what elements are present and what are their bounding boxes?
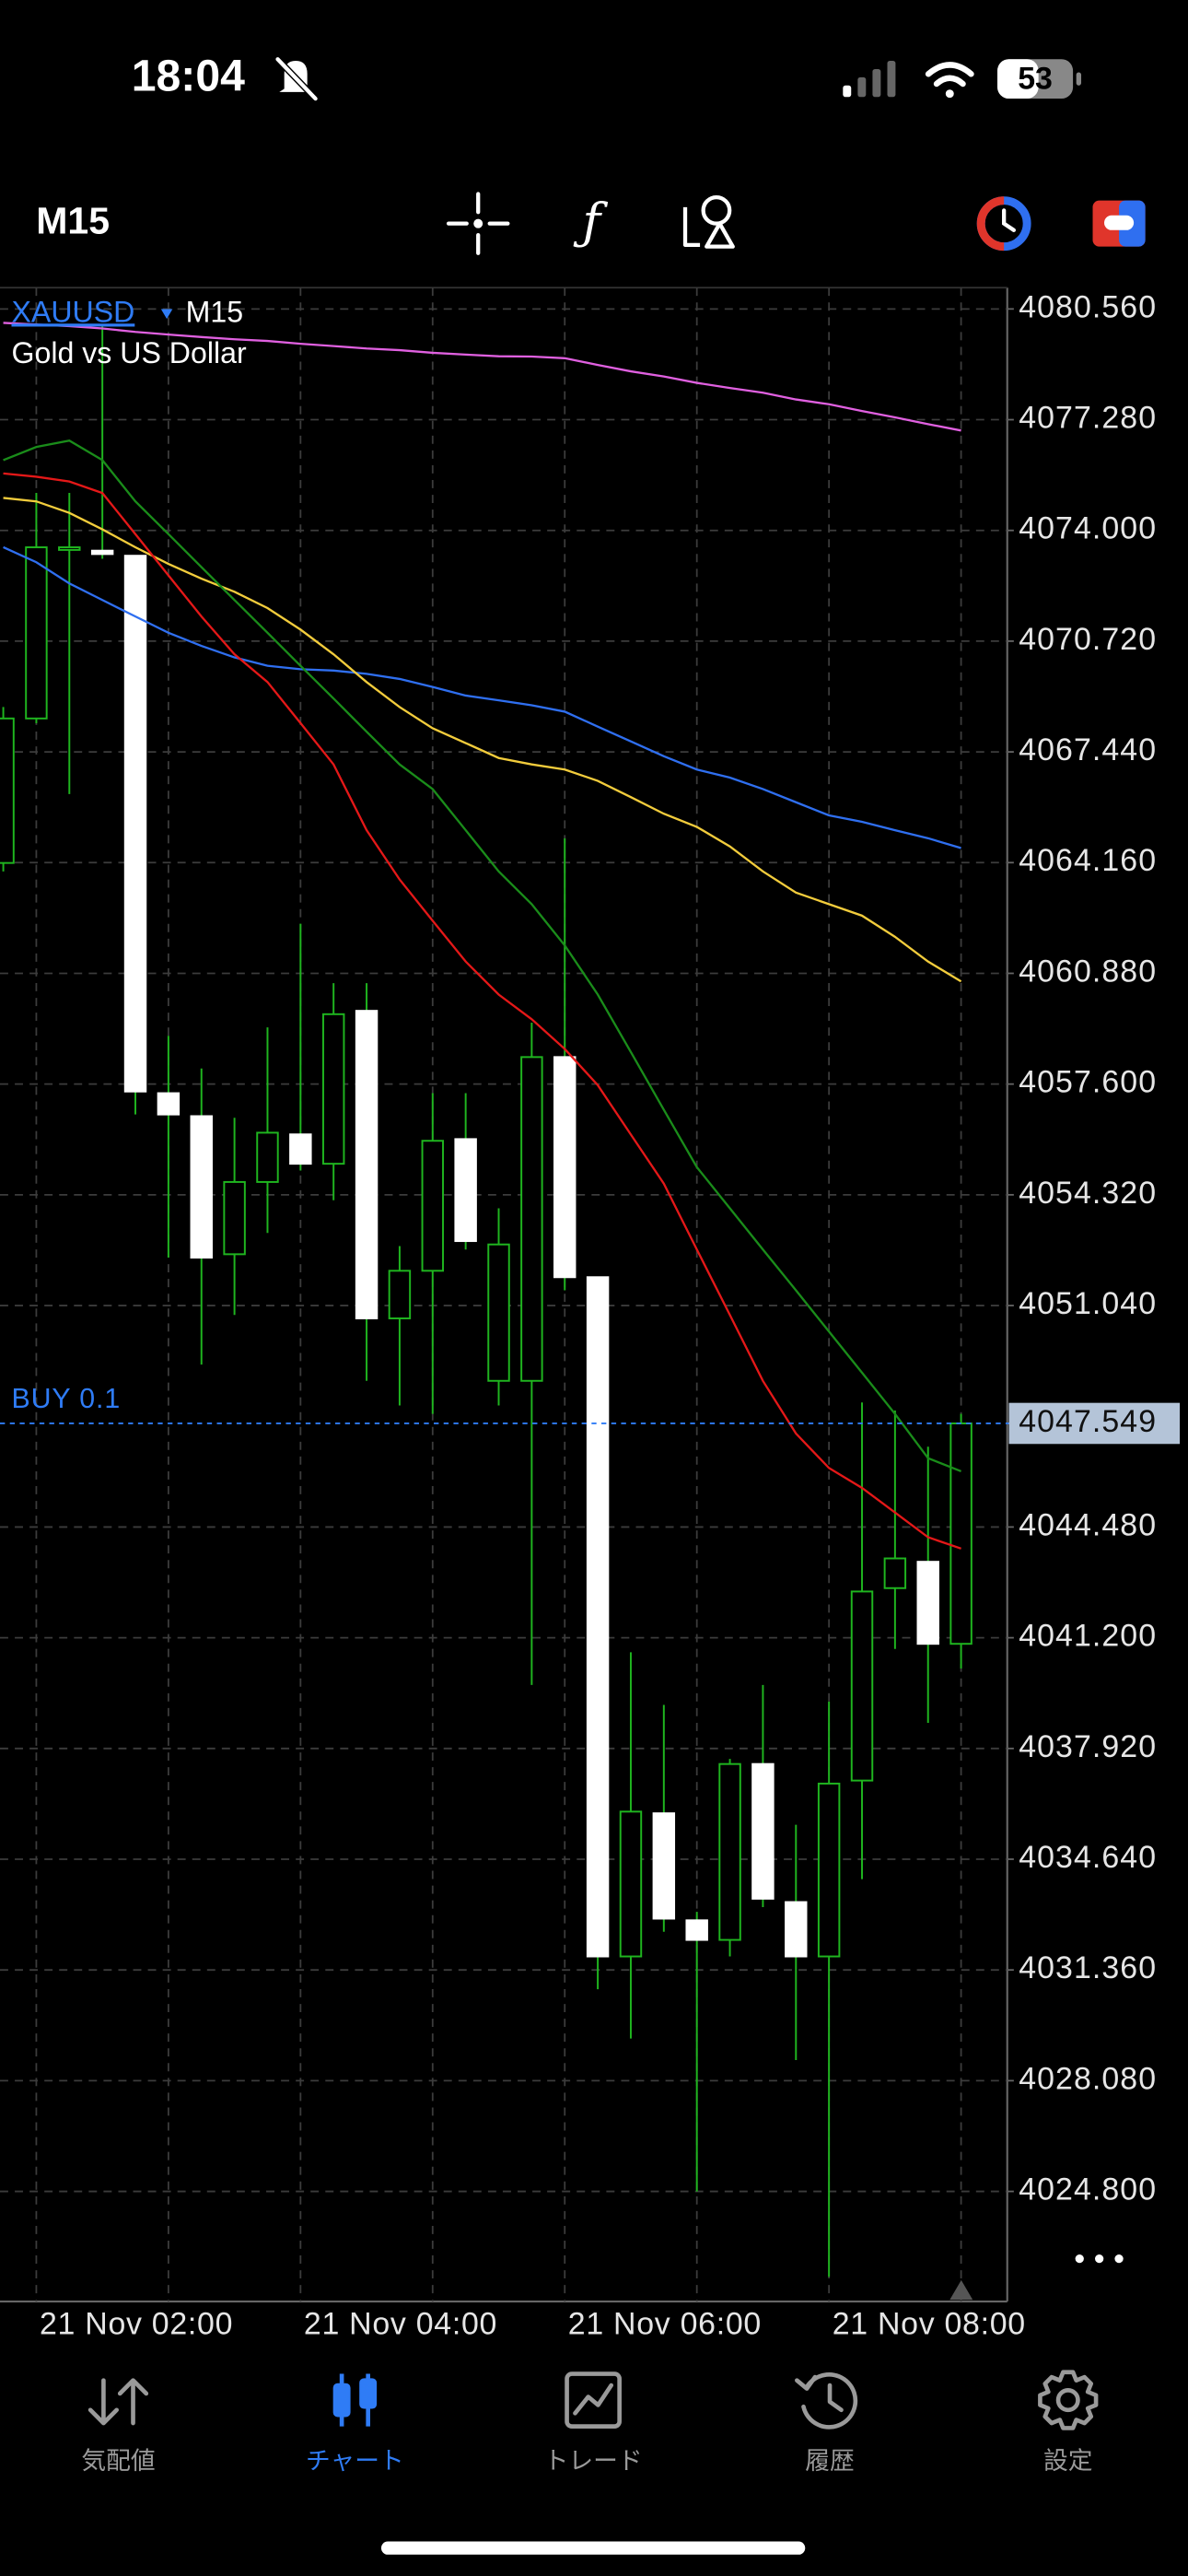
candle-body	[520, 1056, 543, 1382]
candle-body	[223, 1180, 246, 1256]
candle-body	[883, 1557, 907, 1589]
tab-label[interactable]: 設定	[1043, 2447, 1093, 2475]
candle-body	[321, 1013, 345, 1165]
candle-body	[586, 1276, 610, 1958]
moving-average	[3, 472, 961, 1550]
y-tick-label: 4044.480	[1019, 1507, 1157, 1542]
chart-shift-marker[interactable]	[949, 2279, 973, 2301]
more-button[interactable]	[1075, 2254, 1124, 2264]
moving-average	[3, 439, 962, 1473]
candle-body	[487, 1243, 510, 1382]
order-label: BUY 0.1	[11, 1384, 121, 1414]
y-tick-label: 4060.880	[1019, 954, 1157, 989]
candle-body	[949, 1422, 973, 1645]
tab-label[interactable]: トレード	[544, 2447, 643, 2475]
candle-body	[157, 1092, 181, 1116]
candle-body	[90, 549, 114, 556]
symbol-dropdown[interactable]	[160, 309, 173, 320]
quotes-tab-icon[interactable]	[87, 2378, 149, 2426]
candle-body	[0, 717, 15, 864]
price-tag-label: 4047.549	[1019, 1404, 1157, 1439]
trade-button[interactable]	[1092, 200, 1146, 247]
signal-icon	[843, 61, 896, 98]
battery-icon: 53	[997, 59, 1082, 100]
y-tick-label: 4034.640	[1019, 1840, 1157, 1875]
candle-body	[685, 1919, 708, 1941]
price-tag	[1008, 1402, 1181, 1445]
candle-body	[785, 1901, 808, 1958]
mute-icon	[274, 55, 320, 102]
moving-average	[3, 545, 961, 849]
plot-area[interactable]	[0, 287, 1007, 2302]
candle-body	[190, 1115, 213, 1259]
y-tick-label: 4057.600	[1019, 1065, 1157, 1100]
candle-body	[553, 1056, 577, 1279]
candle-body	[388, 1270, 412, 1319]
chart-tab-icon[interactable]	[332, 2373, 378, 2427]
candle-body	[454, 1138, 477, 1243]
moving-average	[3, 497, 962, 983]
y-tick-label: 4067.440	[1019, 732, 1157, 767]
wifi-icon	[925, 62, 974, 99]
candle-body	[916, 1561, 939, 1645]
tab-label[interactable]: 履歴	[805, 2447, 855, 2475]
candle-body	[123, 555, 147, 1093]
home-indicator	[380, 2541, 806, 2555]
trade-tab-icon[interactable]	[565, 2371, 622, 2429]
y-tick-label: 4024.800	[1019, 2172, 1157, 2207]
y-tick-label: 4077.280	[1019, 400, 1157, 435]
candle-body	[718, 1762, 741, 1941]
y-tick-label: 4037.920	[1019, 1729, 1157, 1764]
candle-body	[619, 1810, 643, 1958]
y-tick-label: 4064.160	[1019, 843, 1157, 878]
objects-button[interactable]	[682, 194, 735, 249]
y-tick-label: 4070.720	[1019, 622, 1157, 657]
y-tick-label: 4074.000	[1019, 511, 1157, 546]
status-time: 18:04	[132, 51, 245, 100]
chart-timeframe: M15	[186, 295, 243, 328]
x-tick-label: 21 Nov 02:00	[40, 2307, 233, 2342]
symbol[interactable]: XAUUSD	[11, 295, 134, 328]
candle-body	[421, 1140, 445, 1272]
tab-label[interactable]: チャート	[306, 2447, 404, 2475]
y-tick-label: 4028.080	[1019, 2061, 1157, 2096]
candle-body	[289, 1133, 312, 1165]
symbol-description: Gold vs US Dollar	[11, 336, 246, 369]
candle-body	[850, 1590, 874, 1782]
candle-body	[652, 1812, 676, 1920]
y-tick-label: 4054.320	[1019, 1176, 1157, 1211]
candle-body	[58, 546, 81, 551]
candle-body	[751, 1762, 775, 1900]
candle-body	[355, 1010, 379, 1319]
battery-level: 53	[1018, 61, 1053, 96]
timeframe-button[interactable]: M15	[36, 200, 110, 242]
history-tab-icon[interactable]	[795, 2372, 858, 2430]
y-tick-label: 4080.560	[1019, 289, 1157, 324]
y-tick-label: 4031.360	[1019, 1950, 1157, 1985]
x-tick-label: 21 Nov 08:00	[833, 2307, 1026, 2342]
y-tick-label: 4041.200	[1019, 1619, 1157, 1654]
one-click-button[interactable]	[976, 196, 1031, 252]
candle-body	[25, 546, 48, 720]
settings-tab-icon[interactable]	[1038, 2370, 1099, 2430]
candle-body	[817, 1782, 841, 1958]
tab-label[interactable]: 気配値	[81, 2447, 155, 2475]
moving-average	[3, 322, 961, 432]
y-tick-label: 4051.040	[1019, 1286, 1157, 1321]
candle-body	[256, 1131, 279, 1183]
crosshair-button[interactable]	[446, 192, 510, 255]
x-tick-label: 21 Nov 06:00	[568, 2307, 762, 2342]
x-tick-label: 21 Nov 04:00	[304, 2307, 497, 2342]
